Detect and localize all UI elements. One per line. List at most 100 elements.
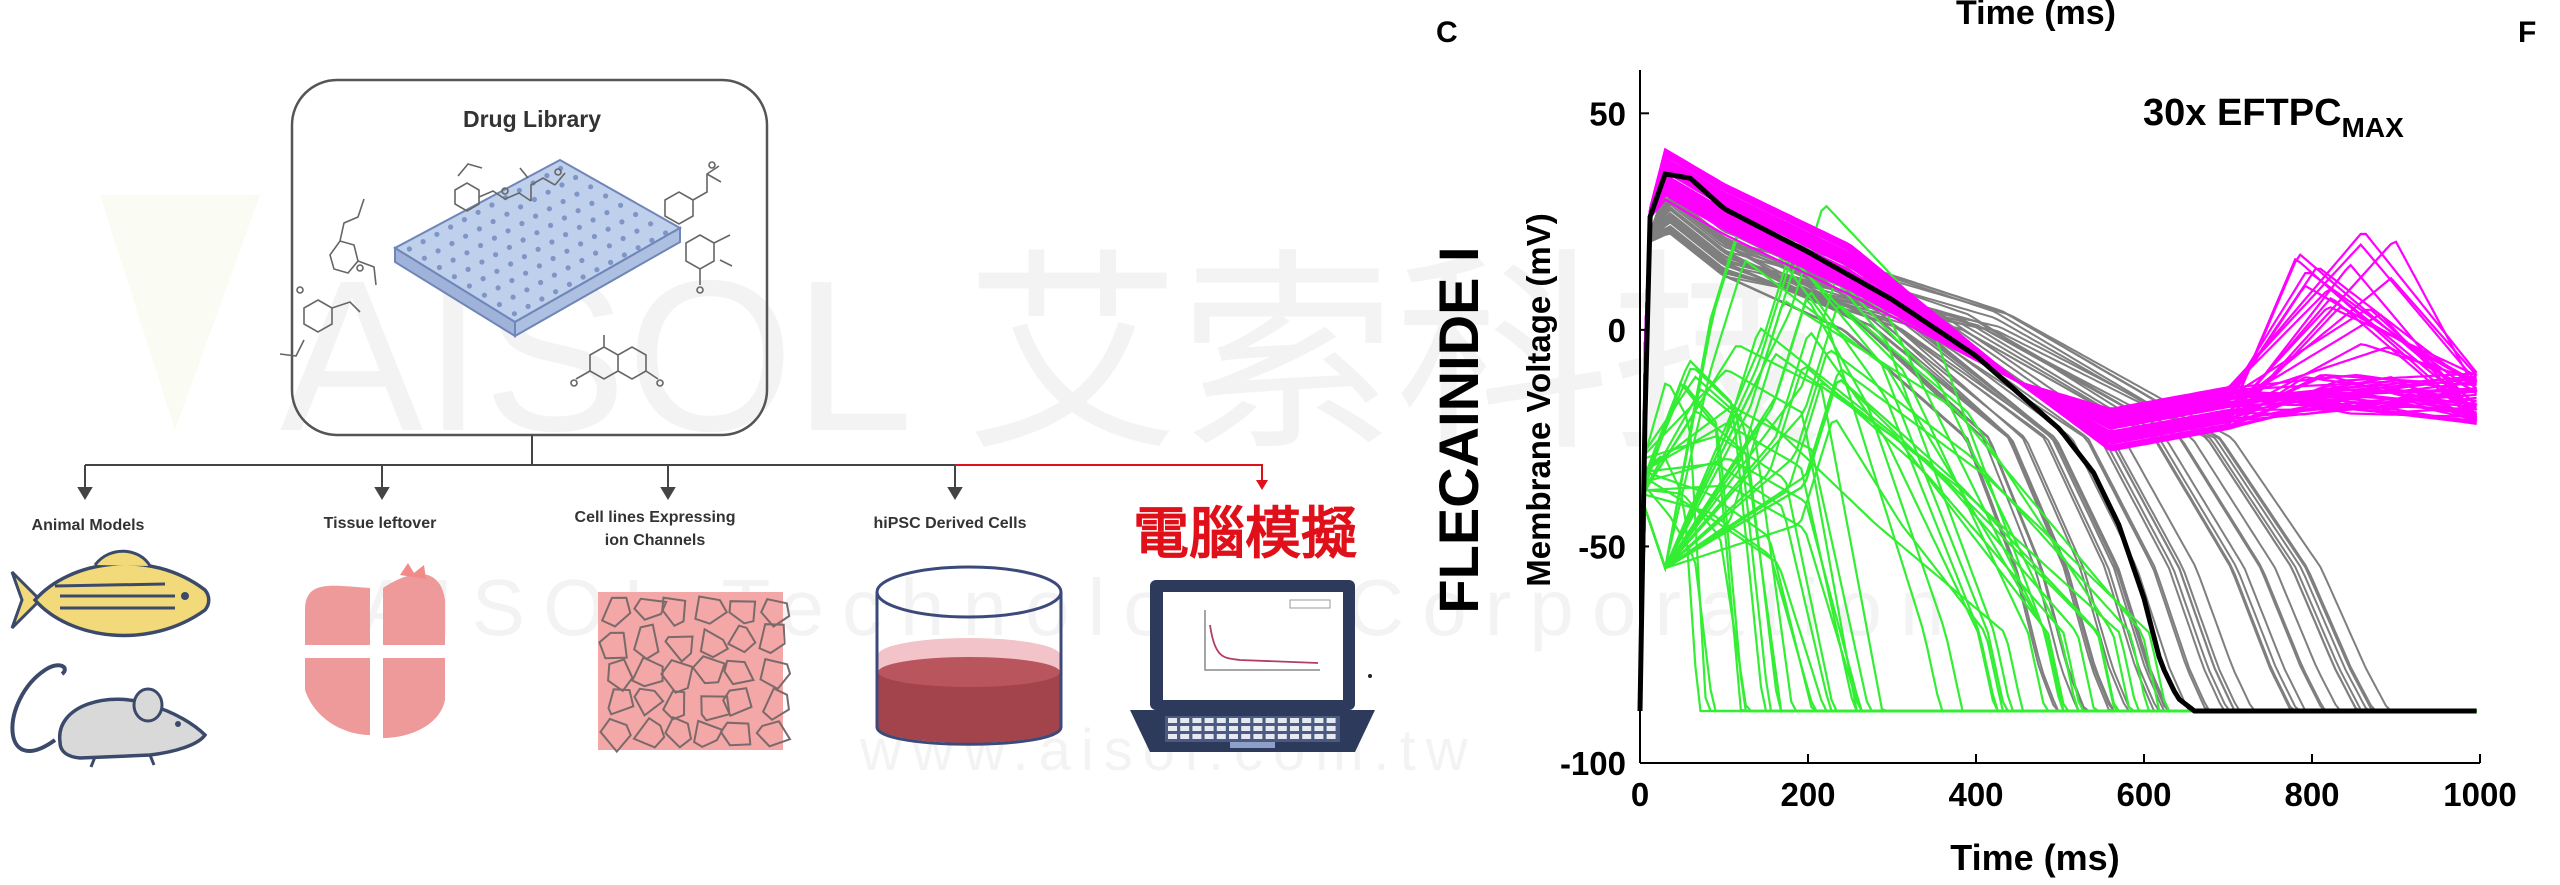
well-icon [505, 228, 511, 234]
key-icon [1265, 734, 1275, 739]
x-tick-label: 400 [1948, 776, 2003, 813]
well-icon [464, 250, 470, 256]
well-icon [525, 303, 531, 309]
key-icon [1241, 734, 1251, 739]
key-icon [1265, 726, 1275, 731]
x-tick-label: 800 [2284, 776, 2339, 813]
well-icon [466, 283, 472, 289]
well-icon [618, 202, 624, 208]
branch-label-tissue: Tissue leftover [324, 515, 437, 532]
cell-outline [723, 659, 755, 686]
well-icon [534, 230, 540, 236]
well-icon [620, 235, 626, 242]
well-icon [448, 224, 454, 230]
key-icon [1229, 726, 1238, 731]
well-icon [524, 287, 530, 293]
key-icon [1290, 726, 1299, 731]
magenta-trace [1638, 166, 2478, 712]
well-icon [461, 217, 467, 223]
well-icon [523, 270, 529, 276]
cell-outline [700, 695, 731, 722]
well-icon [449, 240, 455, 247]
cell-outline [598, 631, 628, 660]
well-icon [553, 289, 559, 295]
well-icon [465, 266, 471, 272]
key-icon [1168, 734, 1177, 739]
heart-tissue-icon [305, 563, 445, 738]
branch-label-hipsc: hiPSC Derived Cells [874, 515, 1027, 532]
key-icon [1180, 726, 1190, 731]
well-icon [421, 255, 427, 261]
molecule-icon [279, 198, 377, 357]
key-icon [1192, 718, 1202, 723]
well-icon [450, 257, 456, 263]
well-icon [621, 252, 628, 258]
well-icon [590, 217, 596, 223]
key-icon [1277, 734, 1287, 739]
well-icon [591, 233, 598, 240]
well-icon [475, 209, 481, 215]
top-cut-axis-label: Time (ms) [1956, 0, 2116, 32]
cell-outline [728, 600, 757, 625]
well-icon [603, 193, 609, 199]
key-icon [1265, 718, 1275, 723]
well-icon [535, 246, 541, 252]
well-icon [506, 244, 512, 250]
key-icon [1326, 718, 1336, 723]
branch-label-animal-models: Animal Models [32, 517, 145, 534]
well-icon [605, 226, 611, 232]
petri-dish-icon [875, 565, 1063, 746]
cell-outline [694, 595, 729, 625]
well-icon [561, 215, 568, 221]
cell-outline [607, 658, 634, 693]
well-icon [478, 242, 484, 249]
key-icon [1192, 726, 1202, 731]
key-icon [1229, 718, 1238, 723]
cell-outline [691, 655, 726, 685]
key-icon [1326, 734, 1336, 739]
well-icon [511, 311, 517, 317]
key-icon [1326, 726, 1336, 731]
well-icon [509, 277, 515, 284]
well-icon [619, 219, 625, 225]
branch-label-simulation: 電腦模擬 [1133, 502, 1357, 567]
well-icon [536, 263, 543, 269]
well-icon [549, 239, 555, 245]
well-icon [663, 230, 669, 236]
well-icon [606, 243, 613, 249]
key-icon [1180, 734, 1190, 739]
well-icon [518, 204, 524, 210]
key-icon [1180, 718, 1190, 723]
key-icon [1314, 726, 1324, 731]
well-icon [633, 211, 639, 218]
well-icon [566, 281, 573, 287]
key-icon [1253, 734, 1263, 739]
y-tick-label: -100 [1560, 745, 1626, 782]
y-axis-label: Membrane Voltage (mV) [1520, 213, 1557, 586]
key-icon [1229, 734, 1238, 739]
well-icon [489, 202, 495, 208]
key-icon [1216, 718, 1226, 723]
well-icon [451, 274, 457, 280]
key-icon [1168, 726, 1177, 731]
molecule-icon [570, 335, 664, 387]
y-tick-label: 50 [1589, 95, 1626, 132]
key-icon [1204, 734, 1214, 739]
cell-outline [630, 656, 664, 688]
well-icon [635, 245, 641, 251]
well-icon [490, 218, 496, 225]
well-icon [546, 206, 553, 212]
key-icon [1216, 734, 1226, 739]
well-icon [574, 191, 580, 197]
well-icon [481, 292, 487, 298]
y-tick-label: 0 [1608, 312, 1626, 349]
drug-library-title: Drug Library [463, 106, 601, 132]
magenta-trace [1638, 152, 2477, 712]
chart-annotation: 30x EFTPCMAX [2143, 92, 2404, 143]
key-icon [1204, 718, 1214, 723]
chart-traces [1637, 147, 2478, 714]
x-tick-label: 200 [1780, 776, 1835, 813]
well-icon [578, 241, 584, 247]
